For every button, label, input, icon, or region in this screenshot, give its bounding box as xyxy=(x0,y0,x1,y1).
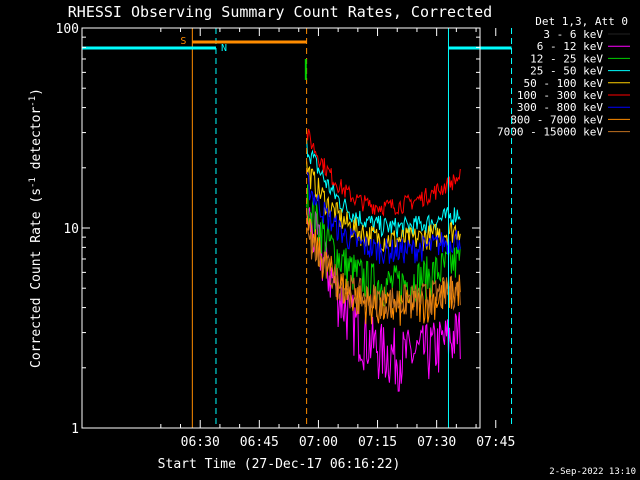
date-stamp: 2-Sep-2022 13:10 xyxy=(549,467,636,477)
y-axis-label: Corrected Count Rate (s-1 detector-1) xyxy=(28,88,44,368)
x-tick-label: 06:45 xyxy=(240,435,279,450)
legend-entry-label: 800 - 7000 keV xyxy=(510,113,603,126)
legend-entry-label: 25 - 50 keV xyxy=(530,65,603,78)
y-tick-label: 100 xyxy=(56,22,79,37)
saa-label: S xyxy=(180,36,186,47)
legend-entry-label: 3 - 6 keV xyxy=(543,28,603,41)
legend-entry-label: 300 - 800 keV xyxy=(517,101,603,114)
y-tick-label: 1 xyxy=(71,422,79,437)
chart-title: RHESSI Observing Summary Count Rates, Co… xyxy=(68,3,492,21)
legend-entry-label: 100 - 300 keV xyxy=(517,89,603,102)
legend-title: Det 1,3, Att 0 xyxy=(535,15,628,28)
legend-entry-label: 7000 - 15000 keV xyxy=(497,126,603,139)
series-line xyxy=(306,128,461,217)
x-axis-label: Start Time (27-Dec-17 06:16:22) xyxy=(158,457,401,472)
x-tick-label: 07:00 xyxy=(299,435,338,450)
series-line xyxy=(306,171,461,264)
axes-layer: 06:30 06:45 07:00 07:15 07:30 07:45 100 10 1 xyxy=(56,22,516,450)
plot-frame xyxy=(81,27,481,429)
series-line xyxy=(306,227,461,319)
series-line xyxy=(306,161,461,253)
series-line xyxy=(306,213,461,326)
x-tick-label: 07:15 xyxy=(358,435,397,450)
x-tick-label: 06:30 xyxy=(181,435,220,450)
x-tick-label: 07:45 xyxy=(476,435,515,450)
marker-layer: SN xyxy=(82,28,513,428)
x-tick-label: 07:30 xyxy=(417,435,456,450)
y-label-mid: detector xyxy=(29,107,44,178)
plot-data-layer xyxy=(306,128,461,392)
y-tick-label: 10 xyxy=(63,222,79,237)
series-line xyxy=(306,207,461,392)
y-label-sup2: -1 xyxy=(28,96,38,107)
legend-entry-label: 12 - 25 keV xyxy=(530,52,603,65)
y-label-sup1: -1 xyxy=(28,177,38,188)
y-label-main: Corrected Count Rate (s xyxy=(29,188,44,368)
legend-entry-label: 6 - 12 keV xyxy=(537,40,604,53)
legend-entry-label: 50 - 100 keV xyxy=(524,77,604,90)
night-label: N xyxy=(221,43,227,54)
y-label-end: ) xyxy=(29,88,44,96)
